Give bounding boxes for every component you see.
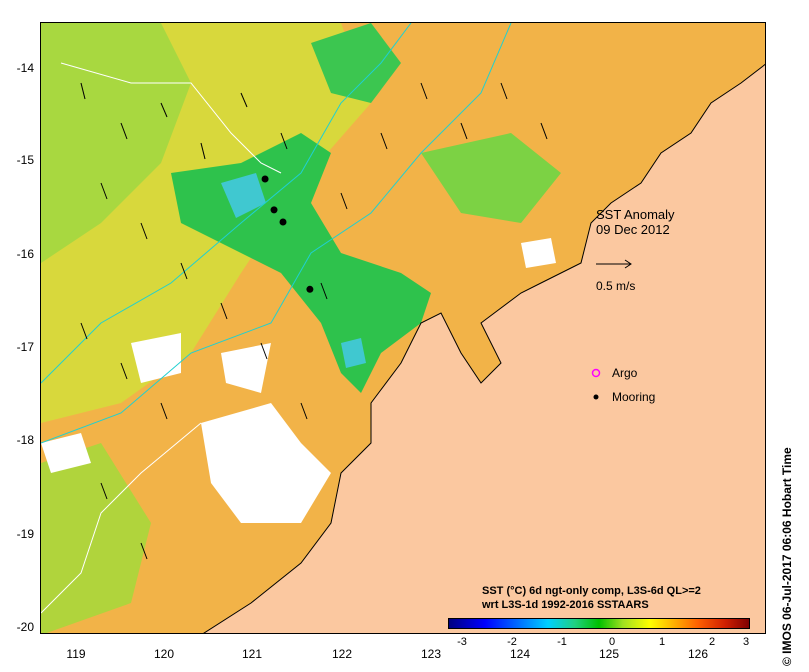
x-tick-label: 123 xyxy=(420,647,442,661)
scale-label: 0.5 m/s xyxy=(596,279,636,293)
colorbar-tick: 2 xyxy=(708,636,716,648)
x-tick-label: 122 xyxy=(331,647,353,661)
map-frame xyxy=(40,22,766,634)
land xyxy=(204,64,765,633)
mooring-point xyxy=(279,218,287,226)
x-tick-label: 120 xyxy=(153,647,175,661)
mooring-symbol xyxy=(593,394,599,400)
y-tick-label: -14 xyxy=(16,61,34,75)
x-tick-label: 119 xyxy=(66,647,86,661)
map-date: 09 Dec 2012 xyxy=(596,222,670,237)
contour-white xyxy=(41,62,282,614)
y-tick-label: -17 xyxy=(16,340,34,354)
contour-cyan-2 xyxy=(41,23,512,444)
missing-data xyxy=(41,238,556,523)
argo-symbol xyxy=(591,368,601,378)
mooring-point xyxy=(261,175,269,183)
y-tick-label: -16 xyxy=(16,247,34,261)
contour-cyan xyxy=(41,23,412,384)
map-title: SST Anomaly xyxy=(596,207,675,222)
coastline xyxy=(203,63,765,633)
mooring-point xyxy=(270,206,278,214)
x-tick-label: 121 xyxy=(241,647,263,661)
legend-mooring-label: Mooring xyxy=(612,390,656,404)
colorbar-tick: 0 xyxy=(608,636,616,648)
y-tick-label: -19 xyxy=(16,527,34,541)
x-tick-label: 126 xyxy=(687,647,709,661)
colorbar-tick: 1 xyxy=(658,636,666,648)
mooring-layer xyxy=(261,175,314,293)
colorbar-tick: 3 xyxy=(742,636,750,648)
current-vectors xyxy=(80,82,548,560)
colorbar-tick: -1 xyxy=(557,636,567,648)
x-tick-label: 124 xyxy=(509,647,531,661)
colorbar-tick: -3 xyxy=(457,636,467,648)
y-tick-label: -15 xyxy=(16,153,34,167)
scale-arrow xyxy=(596,259,632,269)
legend-argo-label: Argo xyxy=(612,366,638,380)
description-line-1: SST (°C) 6d ngt-only comp, L3S-6d QL>=2 xyxy=(482,585,701,597)
cyan-patch xyxy=(221,173,366,368)
mooring-point xyxy=(306,285,314,293)
imos-credit: © IMOS 06-Jul-2017 06:06 Hobart Time xyxy=(780,447,794,666)
y-tick-label: -18 xyxy=(16,433,34,447)
description-line-2: wrt L3S-1d 1992-2016 SSTAARS xyxy=(482,599,649,611)
colorbar-tick: -2 xyxy=(507,636,517,648)
sst-anomaly-map xyxy=(41,23,765,633)
colorbar xyxy=(448,618,750,629)
x-tick-label: 125 xyxy=(598,647,620,661)
y-tick-label: -20 xyxy=(16,620,34,634)
green-east xyxy=(421,133,561,223)
green-north xyxy=(311,23,401,103)
